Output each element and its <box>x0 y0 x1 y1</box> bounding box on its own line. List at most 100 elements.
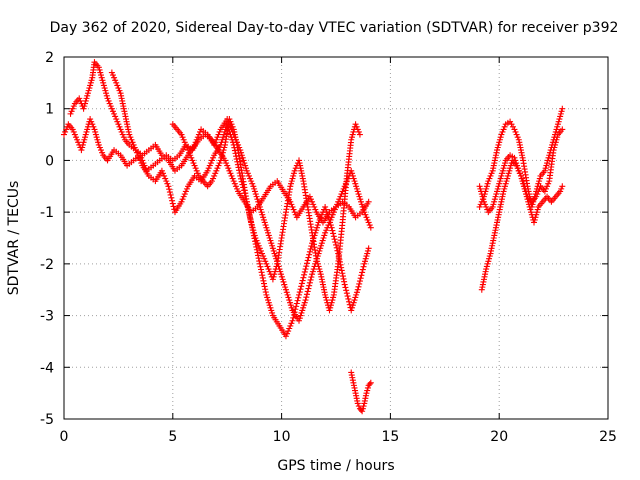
data-point <box>358 272 365 279</box>
data-point <box>483 266 490 273</box>
data-point <box>496 180 503 187</box>
data-point <box>341 278 348 285</box>
data-point <box>283 289 290 296</box>
data-point <box>179 134 186 141</box>
data-point <box>241 160 248 167</box>
data-point <box>268 240 275 247</box>
x-axis-label: GPS time / hours <box>277 458 394 474</box>
data-point <box>353 123 360 130</box>
data-point <box>491 196 498 203</box>
plot-frame <box>63 56 609 420</box>
data-point <box>128 136 135 143</box>
data-point <box>285 328 292 335</box>
data-point <box>318 240 325 247</box>
data-point <box>485 178 492 185</box>
data-point <box>113 79 120 86</box>
data-point <box>266 302 273 309</box>
data-point <box>137 157 144 164</box>
data-point <box>74 136 81 143</box>
data-point <box>335 198 342 205</box>
data-point <box>322 203 329 210</box>
data-point <box>87 116 94 123</box>
data-point <box>182 188 189 195</box>
data-point <box>541 167 548 174</box>
data-point <box>291 309 298 316</box>
data-point <box>303 294 310 301</box>
data-point <box>136 154 143 161</box>
data-point <box>303 291 310 298</box>
data-point <box>257 206 264 213</box>
data-point <box>181 139 188 146</box>
data-point <box>219 149 226 156</box>
data-point <box>309 271 316 278</box>
data-point <box>346 301 353 308</box>
data-point <box>494 144 501 151</box>
data-point <box>192 165 199 172</box>
data-point <box>332 239 339 246</box>
data-point <box>162 175 169 182</box>
data-point <box>499 167 506 174</box>
data-point <box>80 139 87 146</box>
data-point <box>327 222 334 229</box>
data-point <box>536 178 543 185</box>
data-point <box>514 162 521 169</box>
data-point <box>206 162 213 169</box>
data-point <box>97 69 104 76</box>
data-point <box>503 178 510 185</box>
data-point <box>330 294 337 301</box>
data-point <box>84 90 91 97</box>
data-point <box>483 203 490 210</box>
data-point <box>296 317 303 324</box>
data-point <box>262 289 269 296</box>
y-axis-label: SDTVAR / TECUs <box>6 181 22 296</box>
data-point <box>298 309 305 316</box>
data-point <box>359 405 366 412</box>
data-point <box>352 180 359 187</box>
data-point <box>101 85 108 92</box>
data-point <box>296 315 303 322</box>
data-point <box>288 304 295 311</box>
data-point <box>357 196 364 203</box>
data-point <box>356 280 363 287</box>
data-point <box>223 160 230 167</box>
data-point <box>108 69 115 76</box>
data-point <box>318 211 325 218</box>
data-point <box>527 206 534 213</box>
data-point <box>511 126 518 133</box>
data-point <box>542 185 549 192</box>
data-point <box>496 178 503 185</box>
data-point <box>161 172 168 179</box>
data-point <box>242 165 249 172</box>
data-points <box>61 59 566 415</box>
data-point <box>260 214 267 221</box>
data-point <box>251 232 258 239</box>
data-point <box>317 268 324 275</box>
data-point <box>82 97 89 104</box>
data-point <box>80 105 87 112</box>
data-point <box>104 95 111 102</box>
data-point <box>523 191 530 198</box>
data-point <box>258 269 265 276</box>
data-point <box>68 108 75 115</box>
data-point <box>351 297 358 304</box>
data-point <box>84 92 91 99</box>
data-point <box>553 136 560 143</box>
data-point <box>361 209 368 216</box>
data-point <box>296 291 303 298</box>
data-point <box>544 160 551 167</box>
data-point <box>348 136 355 143</box>
data-point <box>327 304 334 311</box>
data-point <box>271 271 278 278</box>
data-point <box>248 178 255 185</box>
data-point <box>249 224 256 231</box>
data-point <box>211 172 218 179</box>
data-point <box>354 188 361 195</box>
data-point <box>525 201 532 208</box>
data-point <box>300 304 307 311</box>
data-point <box>132 147 139 154</box>
data-point <box>253 193 260 200</box>
data-point <box>278 271 285 278</box>
data-point <box>513 131 520 138</box>
data-point <box>514 134 521 141</box>
data-point <box>256 245 263 252</box>
